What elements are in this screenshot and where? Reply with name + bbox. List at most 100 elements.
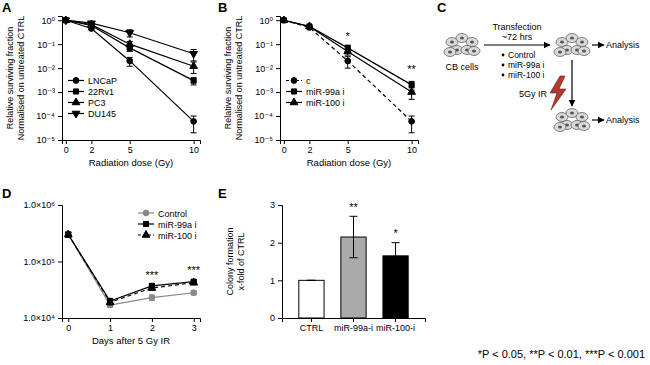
x-tick-mark bbox=[412, 140, 413, 144]
y-tick-label: 10⁻² bbox=[255, 64, 273, 74]
y-tick-label: 1 bbox=[270, 276, 275, 286]
legend-marker bbox=[290, 98, 298, 105]
y-tick-label: 10⁻³ bbox=[255, 87, 273, 97]
y-axis: 1.0×10⁴1.0×10⁵1.0×10⁶ bbox=[23, 200, 62, 323]
y-tick-mark bbox=[58, 68, 62, 69]
y-tick: 10⁰ bbox=[259, 16, 280, 26]
cell-nucleus bbox=[448, 50, 452, 53]
y-tick: 10⁻¹ bbox=[37, 40, 62, 50]
cell bbox=[468, 47, 480, 56]
legend-marker bbox=[72, 111, 80, 118]
legend-entry: miR-100 i bbox=[286, 98, 345, 108]
x-tick-label: 0 bbox=[282, 145, 287, 155]
y-tick-mark bbox=[58, 44, 62, 45]
marker bbox=[191, 290, 197, 296]
y-tick-mark bbox=[278, 205, 282, 206]
bullet bbox=[502, 74, 505, 77]
y-tick-mark bbox=[58, 116, 62, 117]
cell bbox=[578, 47, 590, 56]
legend-marker bbox=[72, 98, 80, 105]
marker bbox=[190, 62, 198, 69]
x-axis-line bbox=[281, 141, 419, 145]
series-line bbox=[68, 235, 193, 303]
cell bbox=[576, 113, 588, 122]
x-tick: miR-100-i bbox=[376, 318, 415, 333]
y-tick-label: 10⁻² bbox=[37, 64, 55, 74]
cell bbox=[554, 123, 566, 132]
x-tick: 2 bbox=[150, 318, 155, 333]
y-tick: 1.0×10⁵ bbox=[23, 257, 62, 267]
x-tick: 0 bbox=[66, 318, 71, 333]
x-tick: 5 bbox=[346, 140, 351, 155]
cell-nucleus bbox=[560, 115, 564, 118]
plot-area bbox=[62, 16, 197, 133]
cell bbox=[578, 122, 590, 131]
readout-label: Analysis bbox=[606, 40, 640, 50]
series-line bbox=[284, 20, 412, 92]
cell-nucleus bbox=[472, 49, 476, 52]
marker bbox=[62, 18, 70, 25]
legend-marker bbox=[291, 89, 296, 94]
y-tick-mark bbox=[58, 205, 62, 206]
y-axis-title: Relative surviving fraction bbox=[223, 27, 233, 130]
x-tick: CTRL bbox=[300, 318, 324, 333]
cell-cluster bbox=[444, 34, 480, 57]
y-tick-label: 10⁰ bbox=[259, 16, 273, 26]
x-tick: miR-99a-i bbox=[334, 318, 373, 333]
cell-nucleus bbox=[558, 50, 562, 53]
y-tick-label: 2 bbox=[270, 238, 275, 248]
marker bbox=[344, 47, 352, 54]
legend-entry: DU145 bbox=[68, 109, 116, 119]
legend-label: miR-100 i bbox=[158, 231, 197, 241]
legend-entry: c bbox=[286, 76, 311, 86]
x-tick-label: 2 bbox=[150, 323, 155, 333]
significance: *** bbox=[145, 269, 159, 281]
x-tick-label: 5 bbox=[346, 145, 351, 155]
x-axis-title: Radiation dose (Gy) bbox=[89, 157, 173, 168]
y-tick: 1.0×10⁶ bbox=[24, 200, 62, 210]
error-bar bbox=[392, 243, 400, 269]
legend-label: miR-99a i bbox=[306, 87, 345, 97]
cell-nucleus bbox=[582, 124, 586, 127]
y-tick: 10⁻¹ bbox=[255, 40, 280, 50]
panel-diagram: CCB cellsTransfection~72 hrsControlmiR-9… bbox=[437, 0, 640, 132]
y-tick-label: 10⁻¹ bbox=[255, 40, 273, 50]
x-tick-label: 10 bbox=[407, 145, 417, 155]
legend-label: PC3 bbox=[88, 98, 106, 108]
x-axis: 02510 bbox=[63, 140, 201, 155]
legend-entry: PC3 bbox=[68, 98, 106, 108]
y-tick: 3 bbox=[270, 200, 282, 210]
x-tick-label: 3 bbox=[192, 323, 197, 333]
legend-marker bbox=[73, 89, 78, 94]
footnote: *P < 0.05, **P < 0.01, ***P < 0.001 bbox=[478, 348, 645, 360]
bar bbox=[299, 280, 324, 318]
x-tick: 1 bbox=[108, 318, 113, 333]
cell-nucleus bbox=[560, 40, 564, 43]
x-tick: 10 bbox=[189, 140, 199, 155]
condition-label: Control bbox=[508, 50, 536, 60]
legend-label: LNCaP bbox=[88, 76, 117, 86]
legend-label: miR-99a i bbox=[158, 220, 197, 230]
y-axis-title: Relative surviving fraction bbox=[5, 27, 15, 130]
marker bbox=[190, 278, 198, 285]
cell bbox=[576, 38, 588, 47]
x-tick: 2 bbox=[89, 140, 94, 155]
x-tick-mark bbox=[311, 318, 312, 322]
x-tick-mark bbox=[68, 318, 69, 322]
y-tick-mark bbox=[276, 68, 280, 69]
series-line bbox=[66, 20, 194, 80]
x-tick: 5 bbox=[128, 140, 133, 155]
x-tick-mark bbox=[152, 318, 153, 322]
y-tick: 2 bbox=[270, 238, 282, 248]
y-axis-line bbox=[276, 17, 281, 141]
x-tick-label: 0 bbox=[66, 323, 71, 333]
y-tick-label: 10⁻⁴ bbox=[254, 111, 273, 121]
x-tick-mark bbox=[395, 318, 396, 322]
x-axis-title: Days after 5 Gy IR bbox=[92, 335, 170, 346]
series-line bbox=[284, 20, 412, 85]
arrow bbox=[592, 119, 604, 120]
error-bar bbox=[409, 88, 415, 99]
x-tick-mark bbox=[309, 140, 310, 144]
panel-label: A bbox=[2, 0, 12, 15]
panel-label: C bbox=[437, 0, 447, 15]
